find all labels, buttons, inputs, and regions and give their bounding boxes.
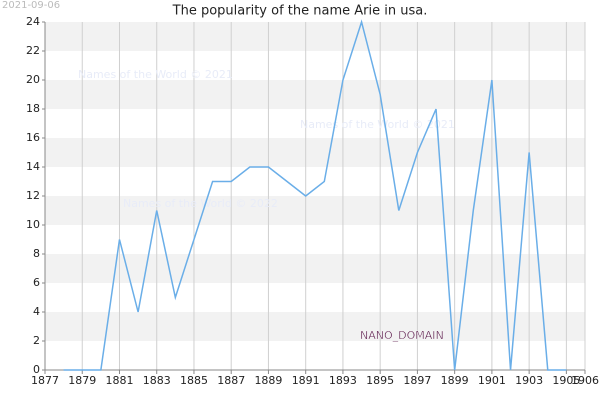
y-tick-label: 4 [33,305,40,318]
x-tick-label: 1881 [105,374,133,387]
x-tick-label: 1891 [292,374,320,387]
y-tick-label: 14 [26,160,40,173]
y-tick-label: 8 [33,247,40,260]
x-tick-label: 1883 [143,374,171,387]
y-tick-label: 18 [26,102,40,115]
grid-band [45,254,585,283]
y-tick-label: 22 [26,44,40,57]
y-tick-label: 24 [26,15,40,28]
line-series [63,19,567,371]
watermark: Names of the World © 2021 [78,68,233,81]
y-tick-label: 16 [26,131,40,144]
grid-band [45,22,585,51]
x-tick-label: 1887 [217,374,245,387]
watermark: Names of the World © 2021 [300,118,455,131]
grid-band [45,312,585,341]
x-tick-label: 1906 [571,374,599,387]
watermark: Names of the World © 2022 [123,197,278,210]
y-tick-label: 12 [26,189,40,202]
y-tick-label: 10 [26,218,40,231]
y-tick-label: 20 [26,73,40,86]
chart-title: The popularity of the name Arie in usa. [172,4,428,19]
x-tick-label: 1901 [478,374,506,387]
date-label: 2021-09-06 [2,0,60,11]
x-tick-label: 1895 [366,374,394,387]
y-tick-label: 0 [33,363,40,376]
x-tick-label: 1899 [441,374,469,387]
y-tick-label: 6 [33,276,40,289]
x-tick-label: 1877 [31,374,59,387]
grid-band [45,196,585,225]
badge: NANO_DOMAIN [360,329,444,342]
y-tick-label: 2 [33,334,40,347]
grid-band [45,80,585,109]
x-tick-label: 1905 [552,374,580,387]
x-tick-label: 1879 [68,374,96,387]
grid-band [45,138,585,167]
x-tick-label: 1903 [515,374,543,387]
x-tick-label: 1889 [254,374,282,387]
x-tick-label: 1893 [329,374,357,387]
x-tick-label: 1885 [180,374,208,387]
x-tick-label: 1897 [403,374,431,387]
